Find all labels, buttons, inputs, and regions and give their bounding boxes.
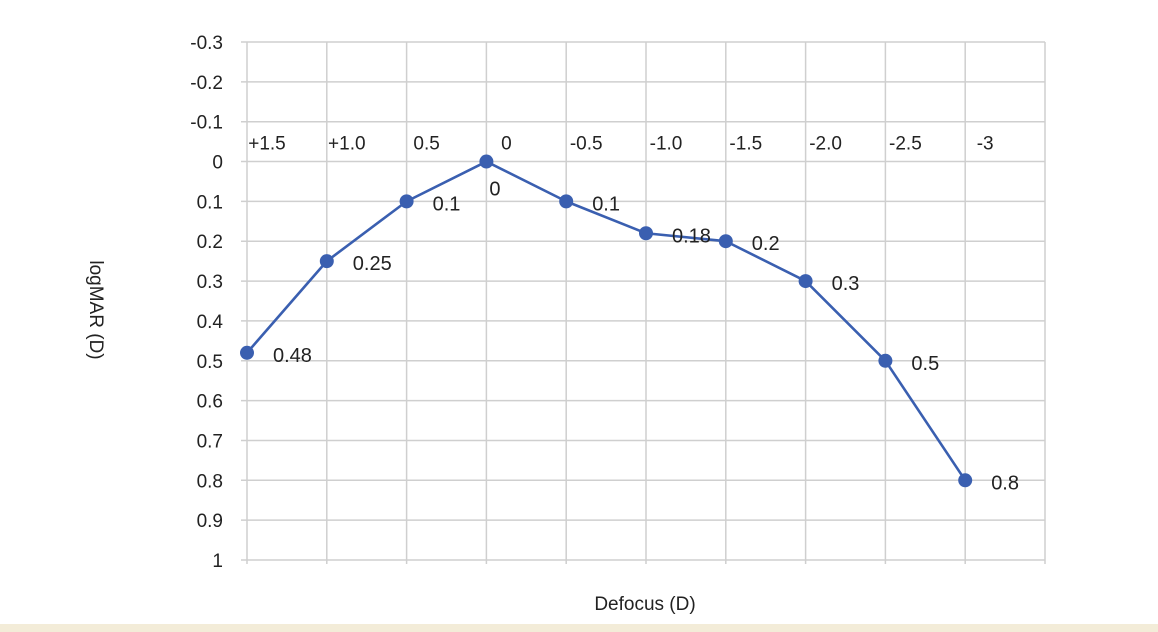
bottom-border-strip xyxy=(0,624,1158,632)
y-tick-label: 0.3 xyxy=(197,272,223,293)
y-tick-label: 0.5 xyxy=(197,352,223,373)
data-label: 0.2 xyxy=(752,233,780,255)
x-tick-label: 0 xyxy=(501,134,512,155)
y-tick-label: 0.1 xyxy=(197,192,223,213)
data-point xyxy=(240,345,254,360)
y-tick-label: 0.7 xyxy=(197,431,223,452)
y-tick-label: 0.4 xyxy=(197,312,224,333)
data-point xyxy=(479,154,494,169)
x-tick-label: -2.5 xyxy=(889,134,922,155)
data-point xyxy=(399,194,414,209)
data-label: 0.18 xyxy=(672,225,711,247)
data-points xyxy=(240,154,973,488)
x-tick-label: +1.5 xyxy=(248,134,286,155)
x-tick-label: +1.0 xyxy=(328,134,366,155)
series-line xyxy=(246,160,967,482)
y-tick-label: 0.6 xyxy=(197,392,223,413)
data-point xyxy=(718,234,733,249)
data-point xyxy=(798,274,813,289)
data-point xyxy=(319,254,334,269)
data-point xyxy=(559,194,574,209)
y-tick-label: -0.2 xyxy=(190,73,223,94)
y-tick-label: 0.2 xyxy=(197,232,223,253)
data-point xyxy=(878,353,893,368)
x-tick-label: -0.5 xyxy=(570,134,603,155)
data-label: 0.48 xyxy=(273,345,312,367)
y-tick-label: 0.8 xyxy=(197,471,223,492)
data-label: 0.3 xyxy=(832,273,860,295)
y-tick-label: -0.3 xyxy=(190,33,223,54)
x-axis-title: Defocus (D) xyxy=(594,594,695,615)
series-line-group xyxy=(246,160,967,482)
data-label: 0 xyxy=(489,179,500,201)
data-point xyxy=(958,473,973,488)
x-tick-label: -1.5 xyxy=(729,134,762,155)
x-tick-labels: +1.5 +1.0 0.5 0 -0.5 -1.0 -1.5 -2.0 -2.5 -3 xyxy=(248,134,993,155)
x-tick-label: -3 xyxy=(977,134,994,155)
data-label: 0.1 xyxy=(592,193,620,215)
data-label: 0.25 xyxy=(353,253,392,275)
x-tick-label: 0.5 xyxy=(413,134,439,155)
grid xyxy=(241,41,1046,564)
y-tick-label: -0.1 xyxy=(190,113,223,134)
data-label: 0.8 xyxy=(991,472,1019,494)
y-tick-label: 1 xyxy=(212,551,223,572)
data-label: 0.5 xyxy=(911,353,939,375)
y-tick-label: 0.9 xyxy=(197,511,223,532)
x-tick-label: -2.0 xyxy=(809,134,842,155)
data-point xyxy=(639,226,653,241)
data-label: 0.1 xyxy=(433,193,461,215)
x-tick-label: -1.0 xyxy=(650,134,683,155)
y-tick-label: 0 xyxy=(212,153,223,174)
y-tick-labels: -0.3 -0.2 -0.1 0 0.1 0.2 0.3 0.4 0.5 0.6 0.7 0.8 0.9… xyxy=(190,33,223,572)
y-axis-title: logMAR (D) xyxy=(85,260,106,359)
data-labels: 0.48 0.25 0.1 0 0.1 0.18 0.2 0.3 0.5 0.8 xyxy=(273,179,1019,495)
